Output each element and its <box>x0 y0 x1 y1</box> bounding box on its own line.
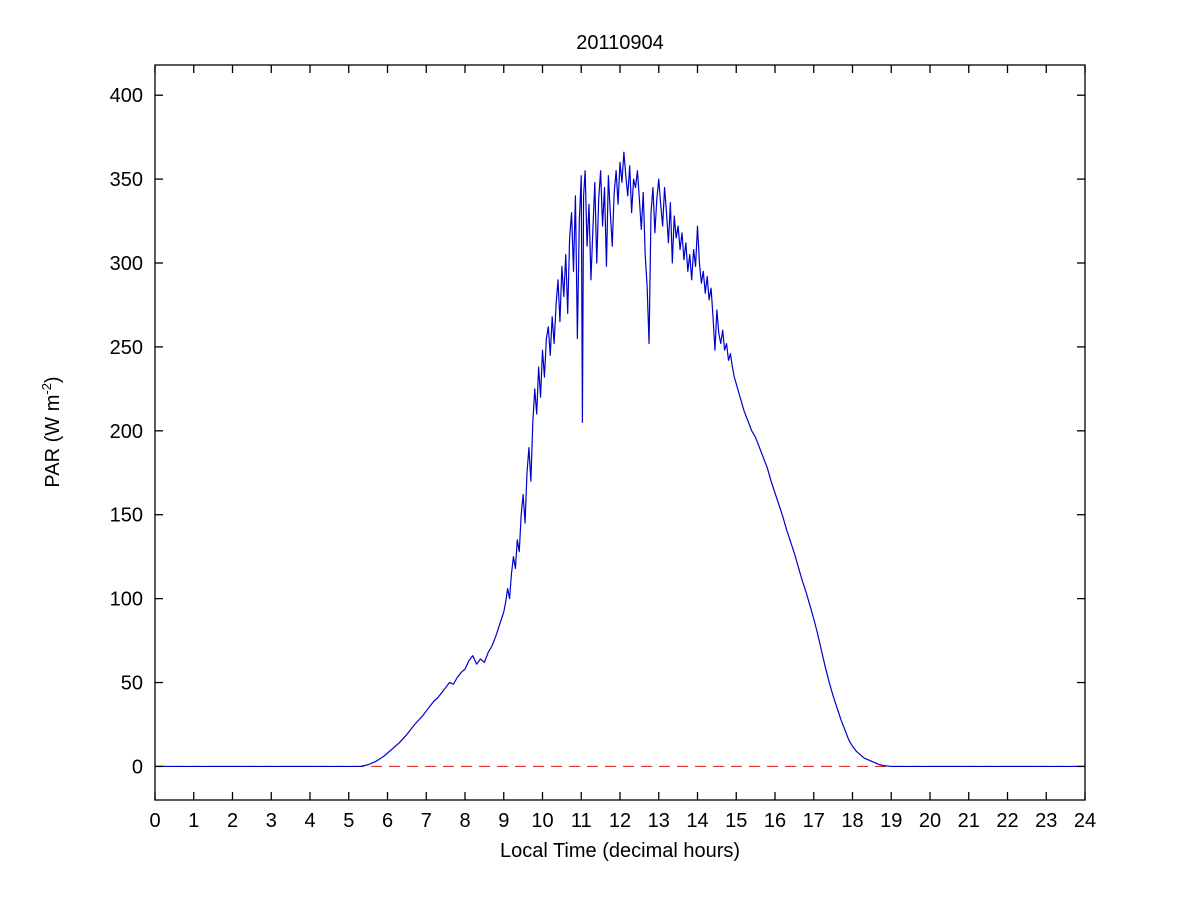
x-tick-label: 3 <box>266 810 277 832</box>
x-tick-label: 12 <box>609 810 631 832</box>
x-tick-label: 9 <box>498 810 509 832</box>
x-tick-label: 22 <box>996 810 1018 832</box>
x-tick-label: 5 <box>343 810 354 832</box>
x-tick-label: 4 <box>304 810 315 832</box>
x-tick-label: 7 <box>421 810 432 832</box>
x-tick-label: 23 <box>1035 810 1057 832</box>
series-par <box>155 151 1085 768</box>
x-tick-label: 21 <box>958 810 980 832</box>
x-tick-label: 1 <box>188 810 199 832</box>
x-tick-label: 11 <box>571 810 592 832</box>
x-tick-label: 17 <box>803 810 825 832</box>
x-tick-label: 20 <box>919 810 941 832</box>
y-tick-label: 150 <box>110 505 143 527</box>
x-tick-label: 15 <box>725 810 747 832</box>
x-tick-label: 19 <box>880 810 902 832</box>
y-tick-label: 250 <box>110 337 143 359</box>
x-tick-label: 2 <box>227 810 238 832</box>
y-tick-label: 200 <box>110 421 143 443</box>
x-tick-label: 16 <box>764 810 786 832</box>
y-tick-label: 400 <box>110 85 143 107</box>
y-tick-label: 100 <box>110 589 143 611</box>
x-tick-label: 6 <box>382 810 393 832</box>
x-tick-label: 13 <box>648 810 670 832</box>
x-tick-label: 0 <box>149 810 160 832</box>
y-tick-label: 0 <box>132 756 143 778</box>
x-tick-label: 24 <box>1074 810 1096 832</box>
x-tick-label: 14 <box>686 810 708 832</box>
x-axis-label: Local Time (decimal hours) <box>499 840 741 862</box>
x-tick-label: 10 <box>531 810 553 832</box>
y-tick-label: 350 <box>110 169 143 191</box>
x-tick-label: 18 <box>841 810 863 832</box>
x-tick-label: 8 <box>459 810 470 832</box>
chart-title: 20110904 <box>576 32 664 54</box>
y-tick-label: 50 <box>121 673 143 695</box>
y-tick-label: 300 <box>110 253 143 275</box>
